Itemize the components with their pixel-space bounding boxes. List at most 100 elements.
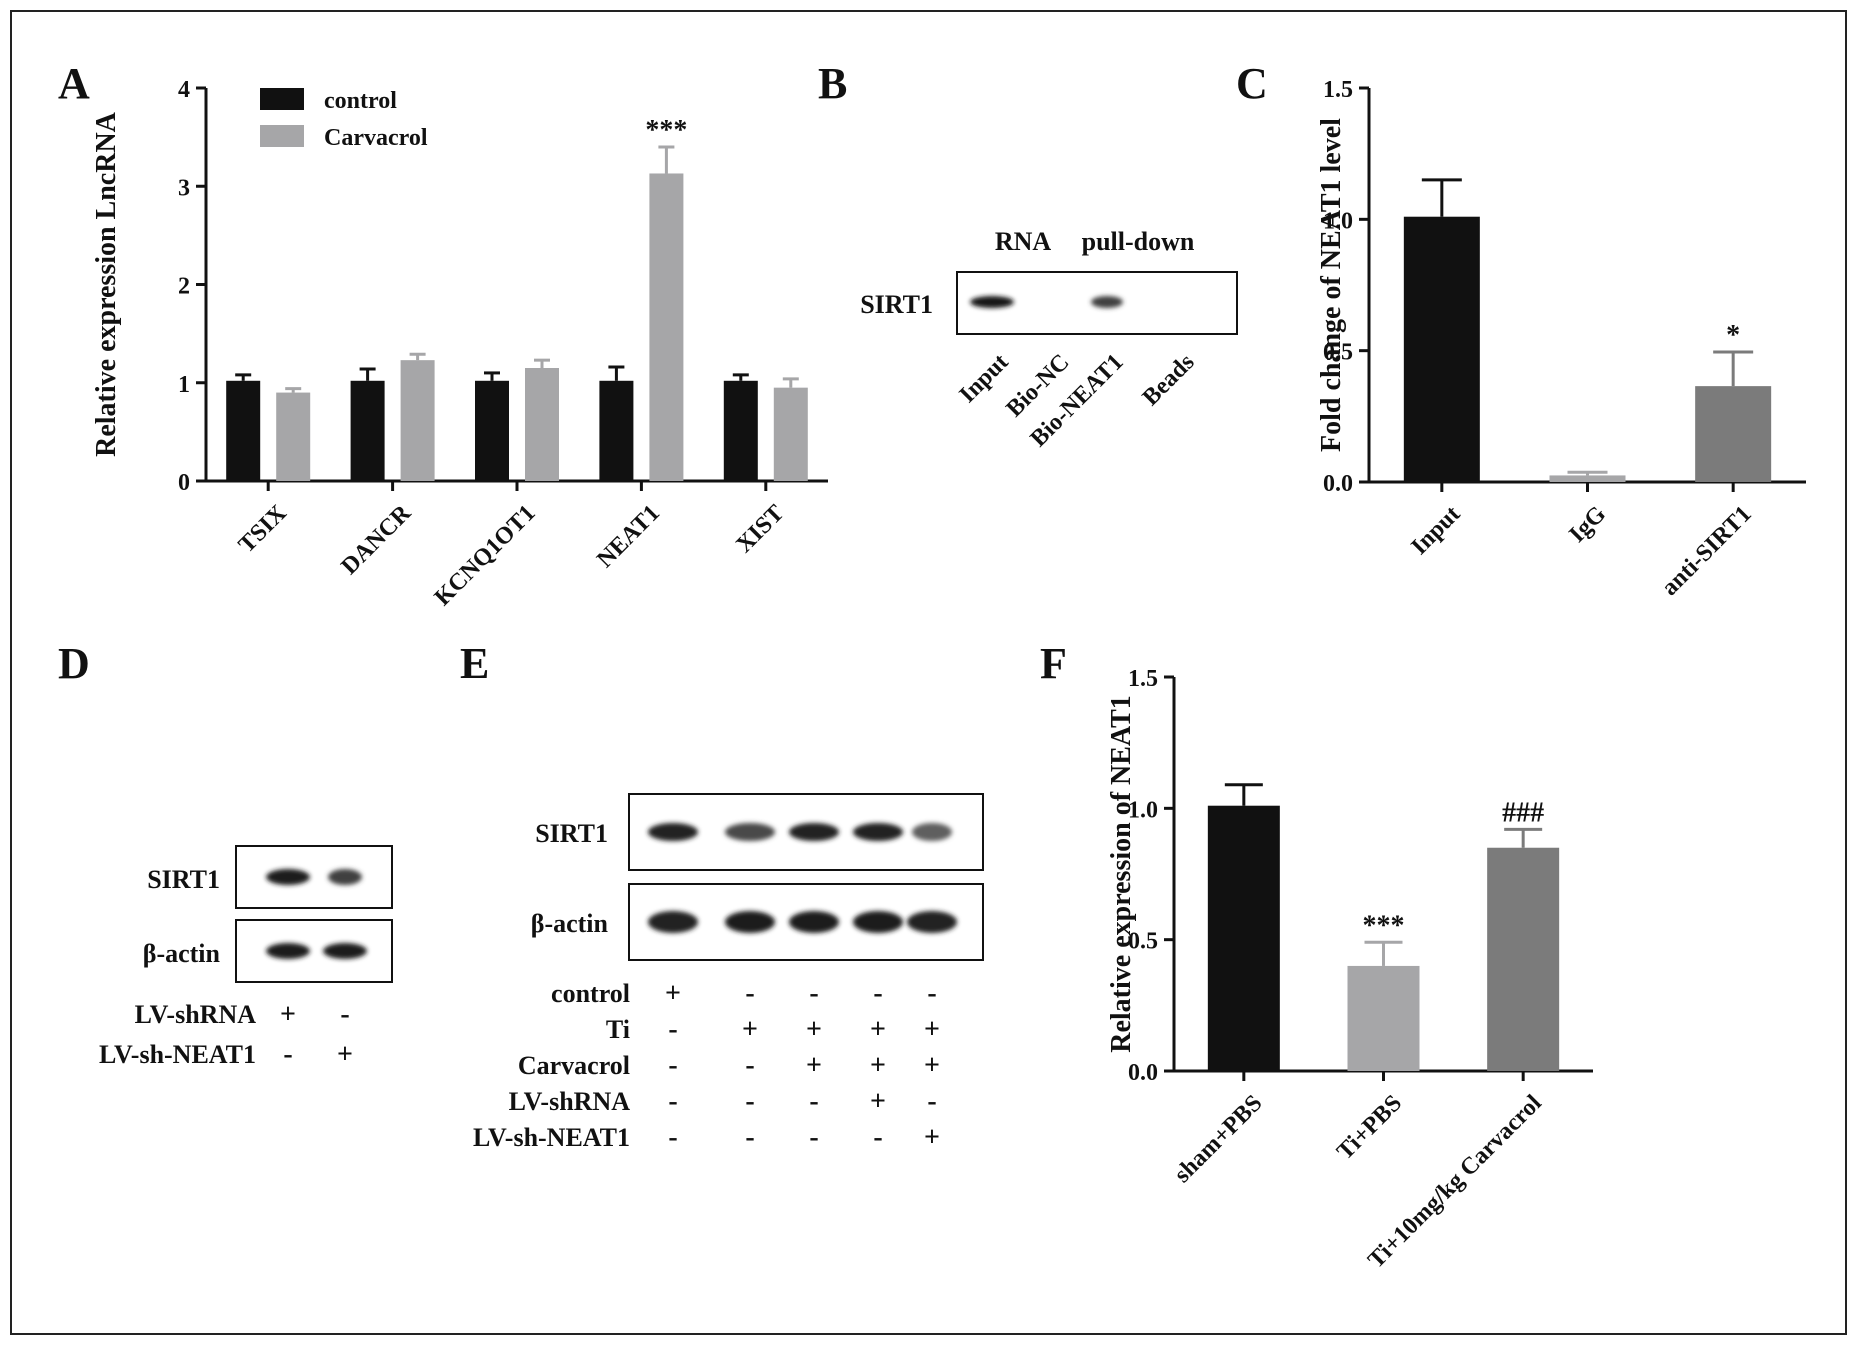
condition-label: LV-sh-NEAT1 xyxy=(473,1123,630,1152)
protein-band xyxy=(853,911,903,933)
y-tick-label: 1 xyxy=(178,372,190,398)
condition-sign: + xyxy=(924,1122,940,1153)
bar-carvacrol xyxy=(276,392,311,481)
condition-sign: - xyxy=(873,978,882,1009)
panel-letter-a: A xyxy=(58,59,90,108)
bar-control xyxy=(350,380,385,481)
condition-sign: + xyxy=(280,999,296,1030)
x-tick-label: KCNQ1OT1 xyxy=(430,500,541,611)
y-axis-label: Fold change of NEAT1 level xyxy=(1316,118,1347,452)
condition-sign: - xyxy=(745,1050,754,1081)
condition-sign: + xyxy=(806,1014,822,1045)
condition-sign: - xyxy=(283,1039,292,1070)
protein-band xyxy=(912,823,952,841)
bar xyxy=(1487,847,1560,1071)
significance-marker: *** xyxy=(645,115,687,146)
bar xyxy=(1403,216,1480,482)
panel-letter-c: C xyxy=(1236,59,1268,108)
x-tick-label: Ti+PBS xyxy=(1332,1090,1407,1165)
bar-carvacrol xyxy=(649,173,684,482)
chart-c-fold-change: 0.0 0.5 1.0 1.5 Fold change of NEAT1 level In… xyxy=(1316,77,1806,601)
x-tick-label: XIST xyxy=(731,500,789,558)
bar-carvacrol xyxy=(773,387,808,481)
x-tick-label: IgG xyxy=(1564,501,1611,548)
blot-header-rna: RNA xyxy=(995,227,1052,256)
condition-label: LV-shRNA xyxy=(135,1000,257,1029)
condition-label: Carvacrol xyxy=(518,1051,630,1080)
blot-e-western: SIRT1 β-actin control + - - - - Ti - + + + + Carvacrol… xyxy=(473,793,984,1153)
bar-control xyxy=(599,380,634,481)
condition-sign: - xyxy=(668,1050,677,1081)
blot-box xyxy=(235,845,393,909)
panel-letter-d: D xyxy=(58,639,90,688)
y-tick-label: 1.5 xyxy=(1128,666,1158,692)
protein-band xyxy=(266,869,310,885)
panel-letter-f: F xyxy=(1040,639,1067,688)
x-tick-label: DANCR xyxy=(336,500,416,580)
condition-sign: + xyxy=(742,1014,758,1045)
x-tick-label: sham+PBS xyxy=(1170,1090,1268,1188)
condition-sign: + xyxy=(870,1050,886,1081)
significance-marker: *** xyxy=(1363,910,1405,941)
bar-control xyxy=(226,380,261,481)
condition-sign: + xyxy=(870,1086,886,1117)
figure-frame xyxy=(10,10,1847,1335)
y-tick-label: 0.0 xyxy=(1323,471,1353,497)
y-tick-label: 0.5 xyxy=(1323,340,1353,366)
protein-band xyxy=(789,823,839,841)
condition-sign: + xyxy=(924,1050,940,1081)
condition-sign: - xyxy=(668,1122,677,1153)
y-tick-label: 1.0 xyxy=(1323,208,1353,234)
condition-sign: - xyxy=(873,1122,882,1153)
condition-sign: - xyxy=(809,1086,818,1117)
condition-sign: + xyxy=(337,1039,353,1070)
blot-header-pull-down: pull-down xyxy=(1082,227,1195,256)
y-axis-label: Relative expression of NEAT1 xyxy=(1106,695,1137,1053)
bar-control xyxy=(475,380,509,481)
y-tick-label: 1.5 xyxy=(1323,77,1353,103)
protein-band xyxy=(328,869,362,885)
protein-band xyxy=(853,823,903,841)
x-tick-label: TSIX xyxy=(234,500,292,558)
y-tick-label: 4 xyxy=(178,77,190,103)
condition-label: Ti xyxy=(606,1015,630,1044)
blot-row-label: β-actin xyxy=(531,909,609,938)
chart-f-neat1-expression: 0.0 0.5 1.0 1.5 Relative expression of NEAT1… xyxy=(1106,666,1593,1274)
protein-band xyxy=(907,911,957,933)
x-tick-label: NEAT1 xyxy=(592,500,665,573)
x-tick-label: Input xyxy=(1406,501,1465,560)
condition-sign: + xyxy=(806,1050,822,1081)
condition-sign: - xyxy=(668,1014,677,1045)
blot-row-label: SIRT1 xyxy=(535,819,608,848)
protein-band xyxy=(725,823,775,841)
blot-box xyxy=(235,919,393,983)
protein-band xyxy=(1091,296,1123,308)
y-tick-label: 0 xyxy=(178,470,190,496)
protein-band xyxy=(725,911,775,933)
protein-band xyxy=(323,943,367,959)
bar xyxy=(1549,475,1626,482)
protein-band xyxy=(789,911,839,933)
condition-label: control xyxy=(551,979,630,1008)
protein-band xyxy=(648,911,698,933)
chart-a-relative-expression: 0 1 2 3 4 Relative expression LncRNA TSIX DANCR… xyxy=(91,77,828,611)
bar-carvacrol xyxy=(400,360,435,481)
condition-sign: - xyxy=(668,1086,677,1117)
legend-swatch xyxy=(260,88,304,110)
condition-sign: - xyxy=(340,999,349,1030)
condition-sign: + xyxy=(924,1014,940,1045)
bar-control xyxy=(723,380,758,481)
blot-lane-label: Beads xyxy=(1138,349,1200,411)
condition-sign: - xyxy=(927,1086,936,1117)
legend-label: control xyxy=(324,88,397,114)
y-tick-label: 2 xyxy=(178,274,190,300)
condition-sign: - xyxy=(745,1122,754,1153)
condition-label: LV-shRNA xyxy=(509,1087,631,1116)
panel-letter-e: E xyxy=(460,639,489,688)
condition-sign: - xyxy=(809,978,818,1009)
condition-sign: - xyxy=(745,1086,754,1117)
legend-label: Carvacrol xyxy=(324,125,428,151)
